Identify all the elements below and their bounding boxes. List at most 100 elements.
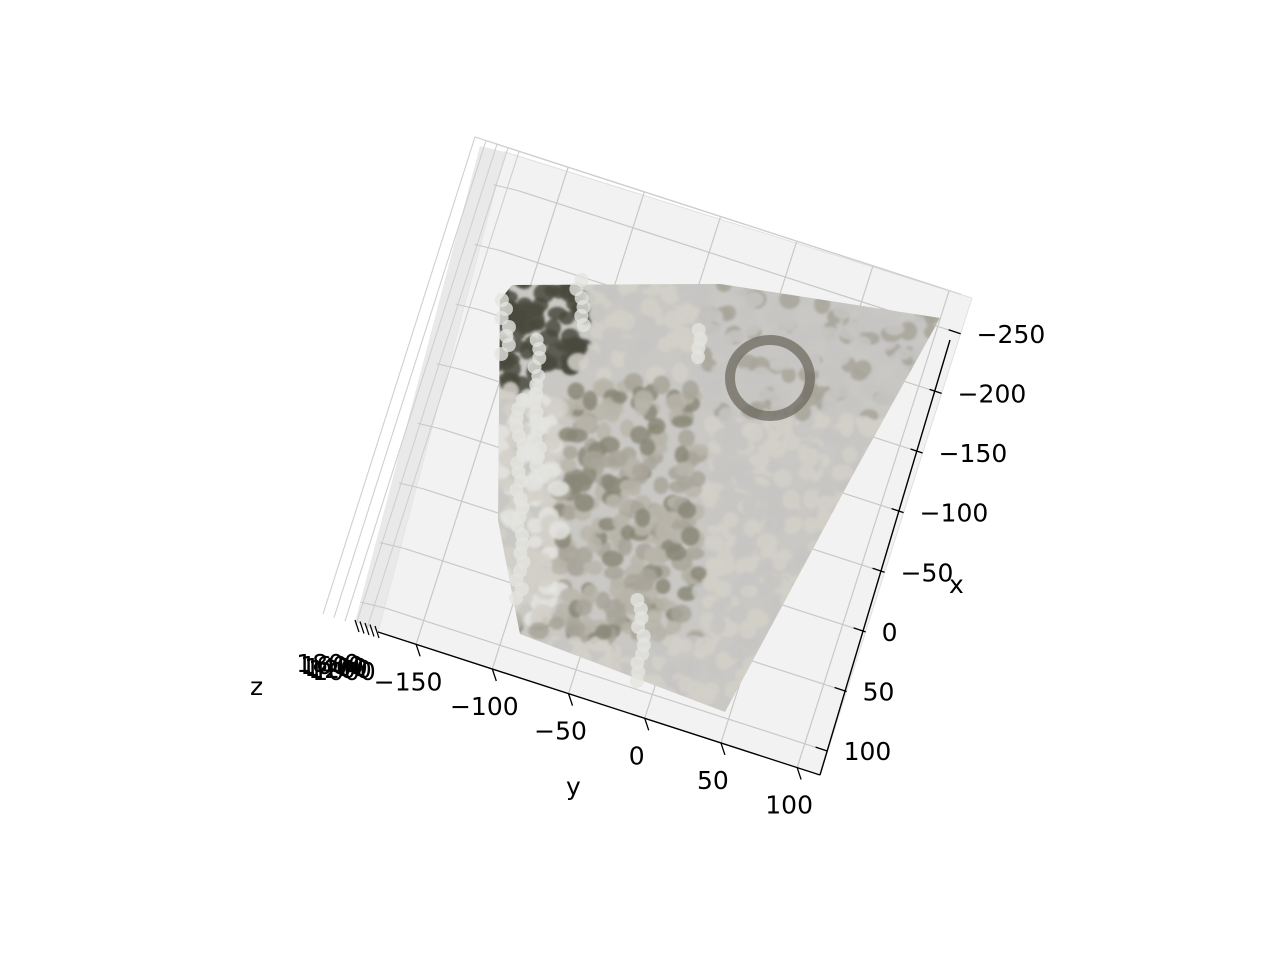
cloud-point [909,649,929,668]
cloud-point [533,687,554,706]
cloud-point [703,415,722,432]
cloud-point [925,695,940,712]
cloud-point [603,566,625,580]
cloud-point [925,475,940,494]
cloud-point [702,489,717,508]
cloud-point [849,335,871,351]
cloud-point [848,321,863,337]
cloud-point [906,533,926,554]
edge-point-2 [509,591,524,605]
cloud-point [803,489,819,509]
z-tick-label: 1200 [308,655,372,684]
cloud-point [647,504,668,522]
cloud-point [883,585,903,605]
cloud-point [839,417,854,438]
x-tick-mark [948,329,961,335]
cloud-point [516,710,531,712]
z-tick-label: 1400 [304,653,368,682]
x-tick-label: 100 [844,737,892,766]
cloud-point [777,354,798,370]
cloud-point [626,337,645,356]
z-layer-frame-5 [322,136,918,615]
cloud-point [740,554,763,570]
cloud-point [739,619,757,640]
left-grid-3 [436,363,462,371]
cloud-point [661,635,682,648]
cloud-point [899,628,917,642]
cloud-point [734,436,749,451]
cloud-point [739,317,761,337]
cloud-point [772,553,788,572]
cloud-point [718,487,738,501]
cloud-point [545,700,567,712]
edge-point-4 [576,318,591,332]
cloud-point [906,530,927,549]
cloud-point [514,309,532,322]
cloud-point [703,511,723,527]
cloud-point [730,545,745,558]
cloud-point [587,636,610,652]
y-axis-label: y [566,772,581,801]
cloud-point [842,397,862,414]
cloud-point [726,643,744,660]
cloud-point [647,417,666,435]
cloud-point [680,526,700,546]
cloud-point [894,703,911,712]
cloud-point [924,466,940,482]
cloud-point [686,657,702,678]
cloud-point [536,692,555,711]
y-axis-ticks: −150−100 −50 0 50 100 [374,644,813,820]
y-tick-mark [567,693,574,706]
x-axis-ticks: −250 −200 −150 −100 −50 0 50 100 [815,320,1045,766]
cloud-point [912,625,934,642]
left-grid-4 [417,422,443,430]
cloud-point [536,697,551,712]
cloud-point [916,529,931,542]
cloud-point [915,623,937,643]
x-tick-label: −50 [901,558,954,587]
cloud-point [640,297,659,317]
cloud-point [898,588,915,603]
cloud-point [575,415,597,433]
cloud-point [926,473,940,493]
z-tick-label: 1800 [296,649,360,678]
y-tick-label: −150 [374,667,443,696]
cloud-point [596,422,611,442]
cloud-point [540,461,563,478]
cloud-point [498,465,511,480]
cloud-point [901,685,919,699]
cloud-point [530,608,552,628]
cloud-point [586,709,606,712]
cloud-point [544,284,560,298]
cloud-point [537,692,560,712]
edge-point-5 [691,350,706,364]
cloud-point [884,323,905,336]
cloud-point [872,647,894,662]
cloud-point [908,699,924,712]
cloud-point [545,342,568,360]
cloud-point [559,458,577,473]
x-tick-label: −150 [939,439,1008,468]
left-grid-7 [360,601,386,609]
x-tick-label: 0 [882,618,898,647]
cloud-point [725,330,747,343]
cloud-point [817,495,835,512]
cloud-point [661,662,677,675]
cloud-point [857,659,879,677]
cloud-point [678,638,693,652]
cloud-point [566,559,585,577]
cloud-point [738,303,757,321]
cloud-point [828,373,844,393]
cloud-point [586,560,603,575]
cloud-point [519,711,535,712]
cloud-point [799,447,820,466]
cloud-point [498,527,507,541]
cloud-point [859,644,878,658]
edge-point-1 [529,459,544,473]
cloud-point [932,421,940,438]
cloud-point [929,468,940,482]
cloud-point [923,459,938,477]
cloud-point [800,332,817,346]
cloud-point [582,390,598,411]
